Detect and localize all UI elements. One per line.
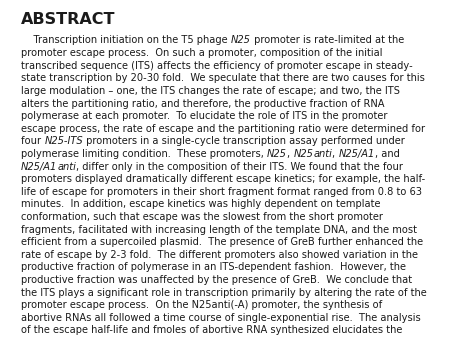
Text: anti: anti: [313, 149, 332, 159]
Text: promoter escape process.  On the N25anti(-A) promoter, the synthesis of: promoter escape process. On the N25anti(…: [21, 300, 382, 310]
Text: fragments, facilitated with increasing length of the template DNA, and the most: fragments, facilitated with increasing l…: [21, 224, 417, 235]
Text: promoter escape process.  On such a promoter, composition of the initial: promoter escape process. On such a promo…: [21, 48, 382, 58]
Text: N25: N25: [231, 35, 251, 46]
Text: productive fraction of polymerase in an ITS-dependent fashion.  However, the: productive fraction of polymerase in an …: [21, 262, 406, 272]
Text: polymerase at each promoter.  To elucidate the role of ITS in the promoter: polymerase at each promoter. To elucidat…: [21, 111, 387, 121]
Text: ABSTRACT: ABSTRACT: [21, 12, 116, 27]
Text: promoters displayed dramatically different escape kinetics; for example, the hal: promoters displayed dramatically differe…: [21, 174, 425, 184]
Text: productive fraction was unaffected by the presence of GreB.  We conclude that: productive fraction was unaffected by th…: [21, 275, 412, 285]
Text: anti: anti: [58, 162, 76, 172]
Text: , and: , and: [374, 149, 400, 159]
Text: polymerase limiting condition.  These promoters,: polymerase limiting condition. These pro…: [21, 149, 267, 159]
Text: four: four: [21, 136, 45, 146]
Text: Transcription initiation on the T5 phage: Transcription initiation on the T5 phage: [21, 35, 231, 46]
Text: transcribed sequence (ITS) affects the efficiency of promoter escape in steady-: transcribed sequence (ITS) affects the e…: [21, 61, 413, 71]
Text: N25-ITS: N25-ITS: [45, 136, 83, 146]
Text: rate of escape by 2-3 fold.  The different promoters also showed variation in th: rate of escape by 2-3 fold. The differen…: [21, 250, 418, 260]
Text: N25/A1: N25/A1: [21, 162, 58, 172]
Text: ,: ,: [332, 149, 338, 159]
Text: escape process, the rate of escape and the partitioning ratio were determined fo: escape process, the rate of escape and t…: [21, 124, 425, 134]
Text: promoter is rate-limited at the: promoter is rate-limited at the: [251, 35, 404, 46]
Text: promoters in a single-cycle transcription assay performed under: promoters in a single-cycle transcriptio…: [83, 136, 405, 146]
Text: N25: N25: [293, 149, 313, 159]
Text: N25/A1: N25/A1: [338, 149, 374, 159]
Text: the ITS plays a significant role in transcription primarily by altering the rate: the ITS plays a significant role in tran…: [21, 288, 427, 298]
Text: , differ only in the composition of their ITS. We found that the four: , differ only in the composition of thei…: [76, 162, 403, 172]
Text: ,: ,: [287, 149, 293, 159]
Text: life of escape for promoters in their short fragment format ranged from 0.8 to 6: life of escape for promoters in their sh…: [21, 187, 422, 197]
Text: N25: N25: [267, 149, 287, 159]
Text: state transcription by 20-30 fold.  We speculate that there are two causes for t: state transcription by 20-30 fold. We sp…: [21, 73, 425, 83]
Text: abortive RNAs all followed a time course of single-exponential rise.  The analys: abortive RNAs all followed a time course…: [21, 313, 421, 323]
Text: minutes.  In addition, escape kinetics was highly dependent on template: minutes. In addition, escape kinetics wa…: [21, 199, 381, 209]
Text: conformation, such that escape was the slowest from the short promoter: conformation, such that escape was the s…: [21, 212, 383, 222]
Text: efficient from a supercoiled plasmid.  The presence of GreB further enhanced the: efficient from a supercoiled plasmid. Th…: [21, 237, 423, 247]
Text: of the escape half-life and fmoles of abortive RNA synthesized elucidates the: of the escape half-life and fmoles of ab…: [21, 325, 402, 335]
Text: large modulation – one, the ITS changes the rate of escape; and two, the ITS: large modulation – one, the ITS changes …: [21, 86, 400, 96]
Text: alters the partitioning ratio, and therefore, the productive fraction of RNA: alters the partitioning ratio, and there…: [21, 99, 385, 108]
